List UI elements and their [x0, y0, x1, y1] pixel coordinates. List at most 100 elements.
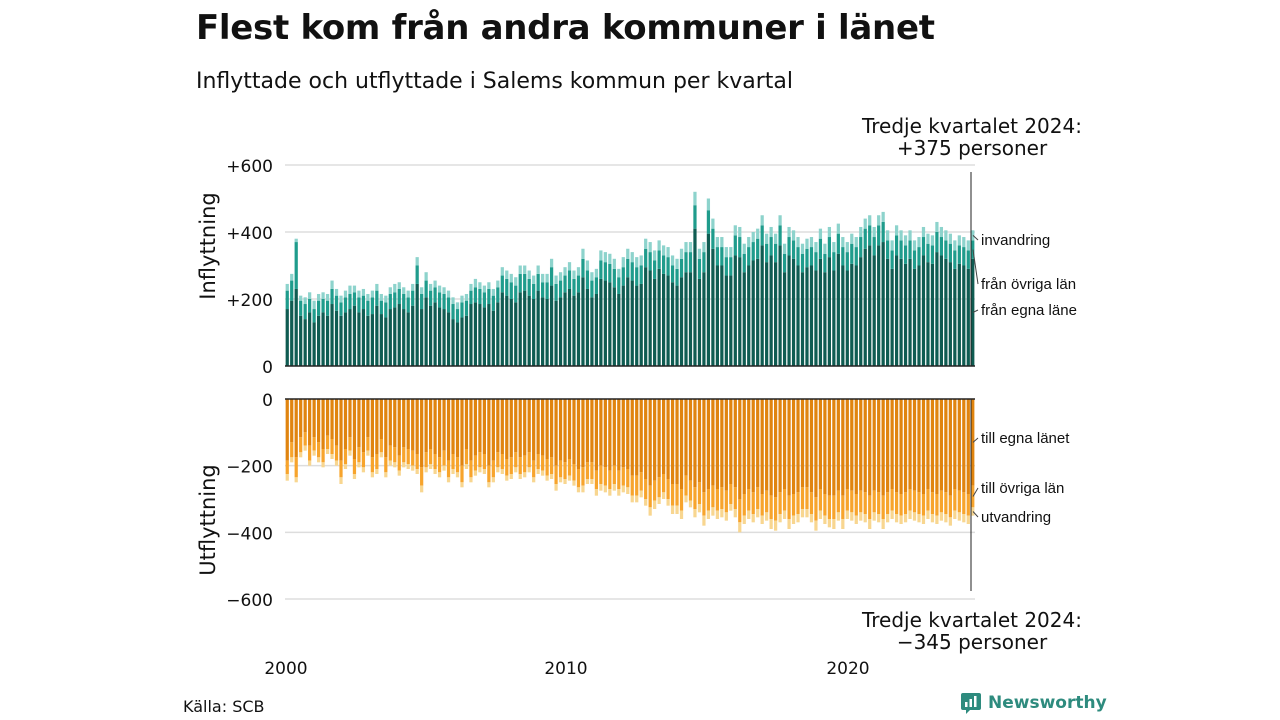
- bar-utflyttning: [433, 469, 437, 474]
- bar-utflyttning: [379, 452, 383, 458]
- bar-inflyttning: [370, 297, 374, 315]
- bar-utflyttning: [724, 490, 728, 513]
- x-tick-label: 2010: [544, 659, 587, 679]
- bar-utflyttning: [863, 399, 867, 493]
- bar-inflyttning: [729, 247, 733, 258]
- bar-utflyttning: [751, 514, 755, 523]
- bar-inflyttning: [778, 225, 782, 246]
- bar-inflyttning: [581, 248, 585, 259]
- bar-inflyttning: [697, 278, 702, 366]
- bar-utflyttning: [446, 477, 451, 483]
- series-label: från övriga län: [981, 276, 1076, 293]
- series-label-leader: [972, 309, 979, 313]
- bar-utflyttning: [509, 457, 513, 474]
- y-tick-label: 0: [262, 391, 273, 411]
- bar-inflyttning: [881, 242, 885, 366]
- bar-inflyttning: [809, 247, 814, 266]
- bar-inflyttning: [697, 248, 702, 259]
- bar-inflyttning: [894, 225, 899, 236]
- bar-inflyttning: [890, 250, 894, 269]
- bar-utflyttning: [800, 487, 805, 509]
- bar-inflyttning: [738, 257, 742, 367]
- bar-utflyttning: [921, 399, 926, 494]
- bar-inflyttning: [339, 315, 343, 366]
- bar-inflyttning: [433, 302, 437, 366]
- bar-inflyttning: [661, 245, 666, 256]
- bar-inflyttning: [505, 278, 509, 296]
- bar-utflyttning: [738, 399, 742, 499]
- bar-inflyttning: [357, 297, 361, 313]
- bar-inflyttning: [442, 287, 446, 294]
- bar-utflyttning: [325, 435, 330, 449]
- bar-utflyttning: [894, 514, 899, 523]
- bar-inflyttning: [303, 304, 307, 320]
- y-tick-label: +200: [226, 291, 273, 311]
- bar-utflyttning: [334, 445, 339, 461]
- bar-inflyttning: [455, 322, 460, 366]
- bar-inflyttning: [930, 245, 935, 264]
- bar-inflyttning: [626, 277, 630, 367]
- bar-utflyttning: [361, 399, 366, 453]
- bar-inflyttning: [397, 304, 401, 366]
- bar-inflyttning: [948, 262, 952, 366]
- bar-utflyttning: [747, 399, 751, 489]
- bar-utflyttning: [805, 399, 809, 488]
- bar-utflyttning: [308, 445, 312, 461]
- bar-inflyttning: [496, 302, 500, 366]
- bar-inflyttning: [469, 304, 473, 366]
- bar-utflyttning: [308, 399, 312, 446]
- bar-inflyttning: [585, 260, 590, 271]
- bar-utflyttning: [375, 469, 379, 474]
- brand-logo: Newsworthy: [960, 692, 1107, 714]
- bar-utflyttning: [285, 474, 289, 481]
- bar-inflyttning: [890, 240, 894, 251]
- bar-inflyttning: [809, 237, 814, 248]
- bar-utflyttning: [921, 515, 926, 524]
- bar-utflyttning: [814, 497, 818, 521]
- bar-utflyttning: [433, 454, 437, 469]
- bar-inflyttning: [455, 302, 460, 310]
- bar-utflyttning: [760, 399, 764, 494]
- bar-utflyttning: [715, 510, 719, 519]
- bar-utflyttning: [393, 447, 397, 463]
- bar-inflyttning: [549, 285, 554, 366]
- bar-utflyttning: [514, 399, 518, 453]
- bar-utflyttning: [702, 399, 706, 493]
- bar-inflyttning: [473, 302, 478, 366]
- bar-utflyttning: [608, 470, 612, 489]
- bar-utflyttning: [765, 490, 769, 513]
- bar-inflyttning: [675, 268, 679, 286]
- bar-inflyttning: [375, 290, 379, 306]
- bar-utflyttning: [854, 515, 858, 524]
- bar-inflyttning: [402, 293, 406, 310]
- bar-inflyttning: [653, 250, 657, 261]
- bar-utflyttning: [948, 399, 952, 496]
- bar-inflyttning: [756, 258, 760, 366]
- bar-inflyttning: [706, 210, 711, 234]
- bar-utflyttning: [554, 399, 558, 466]
- bar-utflyttning: [912, 399, 917, 491]
- bar-utflyttning: [872, 490, 876, 513]
- bar-inflyttning: [464, 293, 469, 301]
- bar-inflyttning: [433, 287, 437, 303]
- bar-utflyttning: [644, 399, 648, 479]
- bar-inflyttning: [670, 265, 675, 283]
- bar-utflyttning: [877, 514, 881, 523]
- bar-utflyttning: [670, 505, 675, 514]
- bar-utflyttning: [294, 457, 298, 478]
- bar-utflyttning: [890, 510, 894, 519]
- bar-inflyttning: [818, 228, 823, 239]
- bar-inflyttning: [541, 297, 545, 366]
- bar-utflyttning: [845, 489, 849, 511]
- bar-inflyttning: [406, 290, 410, 298]
- bar-inflyttning: [348, 285, 352, 294]
- bar-utflyttning: [299, 452, 303, 458]
- bar-utflyttning: [594, 399, 599, 471]
- bar-utflyttning: [903, 514, 908, 523]
- bar-utflyttning: [343, 399, 348, 449]
- bar-utflyttning: [451, 399, 455, 454]
- bar-utflyttning: [523, 472, 527, 478]
- bar-inflyttning: [599, 278, 603, 366]
- bar-inflyttning: [505, 295, 509, 366]
- bar-inflyttning: [500, 292, 504, 366]
